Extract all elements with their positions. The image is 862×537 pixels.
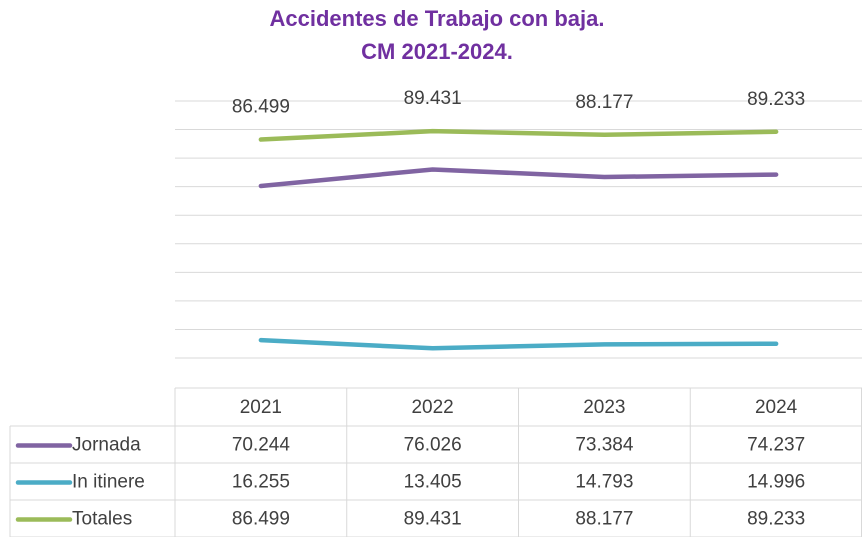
x-tick-label: 2022	[411, 397, 453, 418]
table-cell: 88.177	[575, 509, 633, 530]
chart-title: Accidentes de Trabajo con baja.	[270, 6, 605, 31]
data-label: 88.177	[575, 92, 633, 113]
legend-label: In itinere	[72, 472, 145, 493]
series-line	[258, 167, 779, 189]
table-cell: 16.255	[232, 472, 290, 493]
table-cell: 70.244	[232, 435, 291, 456]
table-cell: 86.499	[232, 509, 290, 530]
legend-label: Totales	[72, 509, 132, 530]
chart-title: CM 2021-2024.	[361, 39, 513, 64]
table-cell: 74.237	[747, 435, 805, 456]
table-cell: 14.793	[575, 472, 633, 493]
data-label: 89.431	[404, 88, 462, 109]
data-label: 86.499	[232, 97, 290, 118]
x-tick-label: 2023	[583, 397, 625, 418]
table-cell: 13.405	[404, 472, 462, 493]
series-line	[258, 128, 779, 142]
legend-label: Jornada	[72, 435, 141, 456]
table-cell: 73.384	[575, 435, 634, 456]
table-cell: 76.026	[404, 435, 462, 456]
table-cell: 89.431	[404, 509, 462, 530]
series-line	[258, 337, 779, 351]
data-label: 89.233	[747, 89, 805, 110]
table-cell: 14.996	[747, 472, 805, 493]
x-tick-label: 2024	[755, 397, 798, 418]
table-cell: 89.233	[747, 509, 805, 530]
x-tick-label: 2021	[240, 397, 282, 418]
